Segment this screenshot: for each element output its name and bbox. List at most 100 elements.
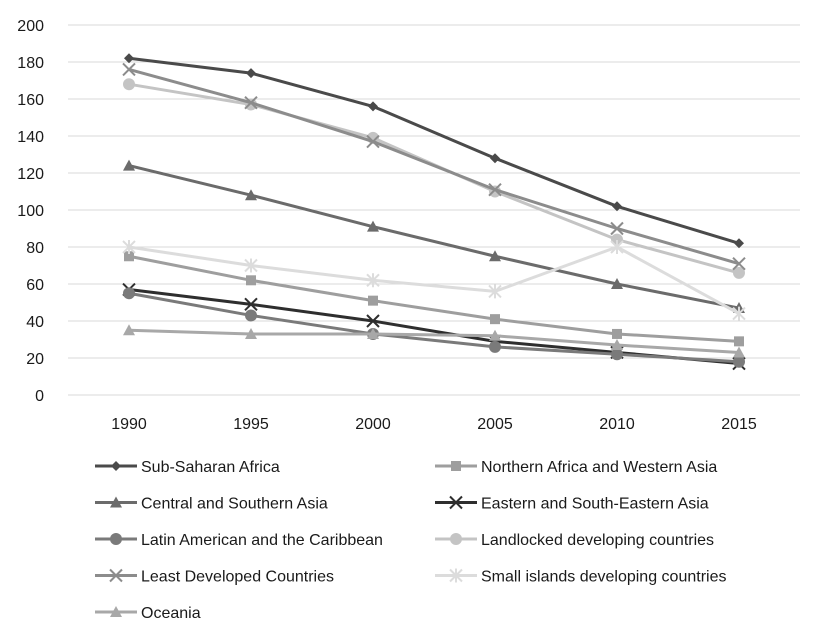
series-line	[128, 291, 740, 364]
legend-label: Least Developed Countries	[141, 569, 334, 586]
data-point	[489, 340, 501, 353]
series-line	[128, 67, 740, 266]
data-point	[122, 62, 136, 77]
x-tick-label: 2000	[355, 416, 391, 433]
data-point	[244, 297, 258, 312]
legend-label: Central and Southern Asia	[141, 496, 328, 513]
data-point	[732, 256, 746, 271]
y-tick-label: 60	[26, 277, 44, 294]
data-point	[611, 339, 623, 351]
series-1	[124, 251, 744, 347]
legend-item: Landlocked developing countries	[435, 532, 714, 549]
series-lines	[122, 53, 746, 371]
legend-label: Northern Africa and Western Asia	[481, 459, 717, 476]
legend-swatch-marker	[110, 496, 122, 508]
data-point	[733, 266, 745, 279]
series-line	[128, 164, 740, 310]
legend-item: Oceania	[95, 605, 201, 622]
data-point	[366, 134, 380, 149]
data-point	[366, 273, 380, 288]
legend-swatch-marker	[449, 495, 463, 510]
data-point	[490, 314, 500, 325]
data-point	[123, 159, 135, 171]
data-point	[488, 182, 502, 197]
data-point	[488, 284, 502, 299]
data-point	[368, 295, 378, 306]
legend-label: Landlocked developing countries	[481, 532, 714, 549]
x-tick-label: 2010	[599, 416, 635, 433]
legend-label: Oceania	[141, 605, 201, 622]
y-tick-label: 40	[26, 314, 44, 331]
data-point	[734, 238, 744, 249]
x-tick-label: 1995	[233, 416, 269, 433]
data-point	[246, 68, 256, 79]
legend-swatch-marker	[110, 606, 122, 617]
data-point	[245, 309, 257, 322]
data-point	[367, 327, 379, 339]
data-point	[368, 101, 378, 112]
legend-label: Small islands developing countries	[481, 569, 726, 586]
axes: 0 20 40 60 80 100 120 140 160 180 200 1990 1995 2000 2…	[17, 18, 757, 433]
data-point	[733, 346, 745, 358]
x-tick-label: 2005	[477, 416, 513, 433]
legend-swatch-marker	[110, 533, 122, 545]
y-tick-label: 200	[17, 18, 44, 35]
y-tick-label: 140	[17, 129, 44, 146]
data-point	[733, 355, 745, 368]
series-line	[128, 82, 740, 275]
series-5	[123, 78, 745, 279]
legend-label: Latin American and the Caribbean	[141, 532, 383, 549]
data-point	[489, 250, 501, 262]
data-point	[611, 348, 623, 361]
legend-item: Sub-Saharan Africa	[95, 459, 280, 476]
series-line	[128, 288, 740, 366]
series-4	[123, 287, 745, 368]
data-point	[123, 324, 135, 336]
legend-item: Eastern and South-Eastern Asia	[435, 496, 709, 513]
legend-swatch-marker	[449, 568, 463, 583]
legend-swatch-marker	[451, 461, 461, 471]
data-point	[490, 153, 500, 164]
data-point	[244, 95, 258, 110]
data-point	[734, 336, 744, 347]
data-point	[246, 275, 256, 286]
data-point	[122, 240, 136, 254]
series-6	[122, 62, 746, 271]
data-point	[489, 329, 501, 341]
data-point	[245, 327, 257, 339]
data-point	[366, 314, 380, 328]
series-7	[122, 240, 746, 321]
data-point	[610, 221, 624, 236]
legend-swatch-marker	[450, 533, 462, 545]
data-point	[124, 251, 134, 262]
legend: Sub-Saharan Africa Northern Africa and We…	[95, 459, 726, 622]
series-line	[128, 56, 740, 245]
legend-label: Eastern and South-Eastern Asia	[481, 496, 709, 513]
series-2	[123, 159, 745, 314]
y-tick-label: 180	[17, 55, 44, 72]
data-point	[610, 240, 624, 254]
data-point	[245, 189, 257, 201]
y-tick-label: 120	[17, 166, 44, 183]
legend-item: Northern Africa and Western Asia	[435, 459, 717, 476]
gridlines	[68, 24, 800, 396]
x-tick-label: 1990	[111, 416, 147, 433]
data-point	[611, 278, 623, 289]
data-point	[123, 78, 135, 91]
data-point	[612, 328, 622, 339]
data-point	[123, 287, 135, 300]
data-point	[244, 258, 258, 273]
data-point	[124, 53, 134, 64]
series-line	[128, 245, 740, 315]
data-point	[732, 306, 746, 321]
legend-item: Least Developed Countries	[95, 569, 334, 586]
data-point	[612, 201, 622, 212]
y-tick-label: 80	[26, 240, 44, 257]
y-tick-label: 100	[17, 203, 44, 220]
legend-swatch-marker	[111, 461, 121, 471]
series-line	[128, 254, 740, 343]
data-point	[367, 220, 379, 232]
series-8	[123, 324, 745, 358]
legend-item: Central and Southern Asia	[95, 496, 328, 513]
